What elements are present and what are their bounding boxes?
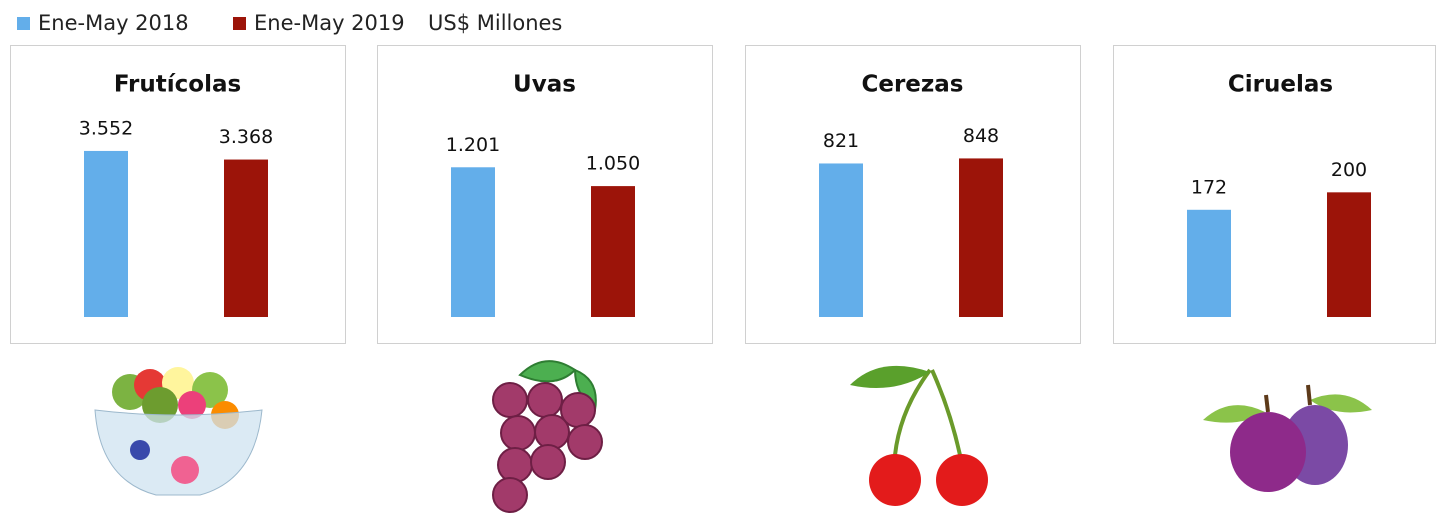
value-label: 3.368 [219, 126, 273, 148]
bar [1327, 192, 1371, 317]
legend-label: Ene-May 2019 [254, 11, 405, 35]
value-label: 1.050 [586, 153, 640, 175]
value-label: 1.201 [446, 134, 500, 156]
bar [84, 151, 128, 317]
value-label: 200 [1331, 159, 1367, 181]
legend-label: Ene-May 2018 [38, 11, 189, 35]
panel-title: Cerezas [861, 72, 963, 98]
plums-icon [1203, 385, 1372, 492]
cherries-icon [850, 366, 988, 506]
grapes-icon [493, 361, 602, 512]
panel-title: Frutícolas [114, 72, 241, 98]
page: Ene-May 2018 Ene-May 2019 US$ Millones F… [0, 0, 1436, 515]
legend-swatch [17, 17, 30, 30]
panel-title: Uvas [513, 72, 576, 98]
value-label: 172 [1191, 176, 1227, 198]
value-label: 848 [963, 125, 999, 147]
legend-swatch [233, 17, 246, 30]
unit-label: US$ Millones [428, 11, 562, 35]
fruit-bowl-icon [95, 367, 262, 495]
value-label: 3.552 [79, 117, 133, 139]
bar [819, 163, 863, 317]
panel-title: Ciruelas [1228, 72, 1333, 98]
bar [959, 158, 1003, 317]
bar [591, 186, 635, 317]
chart: Ene-May 2018 Ene-May 2019 US$ Millones F… [0, 0, 1436, 515]
bar [1187, 210, 1231, 317]
bar [451, 167, 495, 317]
value-label: 821 [823, 130, 859, 152]
bar [224, 160, 268, 317]
